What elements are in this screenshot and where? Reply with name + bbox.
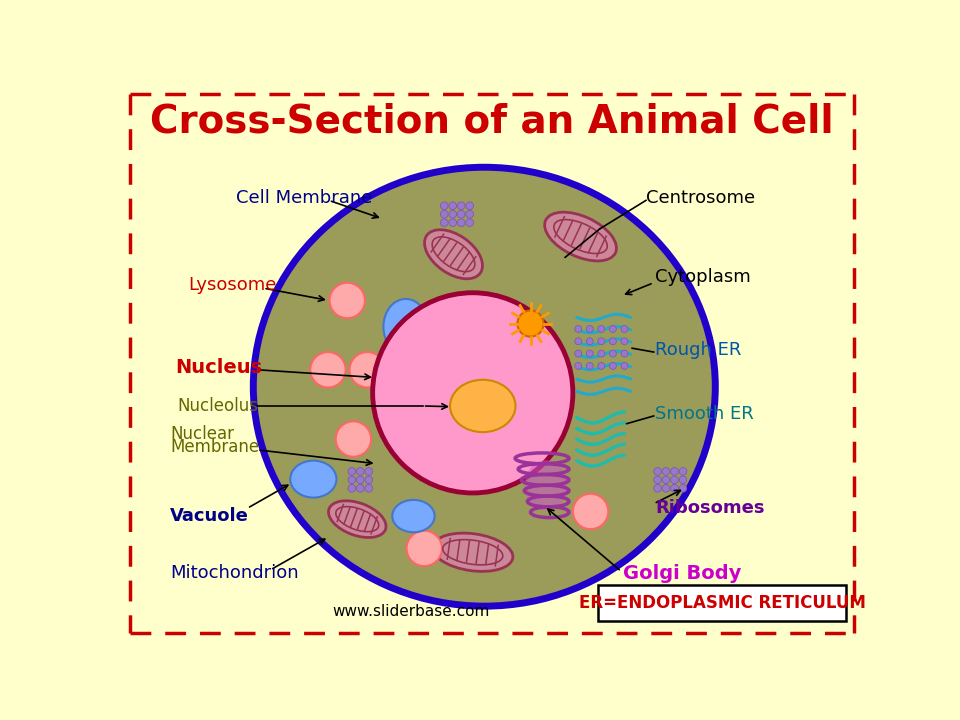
Circle shape (457, 202, 465, 210)
Text: Ribosomes: Ribosomes (656, 500, 765, 518)
Ellipse shape (525, 460, 567, 510)
Text: Nucleolus: Nucleolus (178, 397, 259, 415)
Circle shape (441, 202, 448, 210)
Circle shape (598, 338, 605, 345)
Circle shape (356, 467, 364, 475)
Text: Mitochondrion: Mitochondrion (170, 564, 299, 582)
Circle shape (372, 293, 573, 493)
Ellipse shape (432, 237, 475, 271)
Circle shape (441, 210, 448, 218)
Circle shape (654, 467, 661, 475)
Circle shape (621, 338, 628, 345)
Circle shape (621, 325, 628, 333)
Circle shape (662, 485, 670, 492)
Text: Cytoplasm: Cytoplasm (656, 269, 751, 287)
Circle shape (587, 325, 593, 333)
Circle shape (654, 476, 661, 484)
Text: Cross-Section of an Animal Cell: Cross-Section of an Animal Cell (150, 102, 834, 140)
Circle shape (671, 467, 679, 475)
Circle shape (662, 467, 670, 475)
Text: Lysosome: Lysosome (188, 276, 276, 294)
Circle shape (449, 210, 457, 218)
Circle shape (365, 485, 372, 492)
Circle shape (457, 219, 465, 227)
Circle shape (466, 219, 473, 227)
Text: Cell Membrane: Cell Membrane (236, 189, 372, 207)
Circle shape (679, 467, 686, 475)
Circle shape (575, 338, 582, 345)
Circle shape (598, 325, 605, 333)
Circle shape (671, 485, 679, 492)
Circle shape (466, 210, 473, 218)
Circle shape (336, 421, 372, 456)
Circle shape (457, 210, 465, 218)
Ellipse shape (450, 379, 516, 432)
Circle shape (573, 494, 609, 529)
Circle shape (406, 531, 442, 566)
Circle shape (610, 325, 616, 333)
Circle shape (348, 476, 356, 484)
Ellipse shape (328, 501, 386, 538)
Text: www.sliderbase.com: www.sliderbase.com (332, 604, 490, 619)
Circle shape (575, 350, 582, 357)
Ellipse shape (336, 507, 378, 531)
Text: Smooth ER: Smooth ER (656, 405, 754, 423)
Circle shape (349, 352, 385, 387)
Circle shape (575, 325, 582, 333)
Circle shape (356, 485, 364, 492)
Circle shape (441, 219, 448, 227)
Circle shape (310, 352, 346, 387)
Text: Membrane: Membrane (170, 438, 259, 456)
Circle shape (621, 350, 628, 357)
Circle shape (671, 476, 679, 484)
Circle shape (449, 202, 457, 210)
Ellipse shape (424, 230, 483, 279)
Circle shape (466, 202, 473, 210)
Circle shape (348, 485, 356, 492)
Circle shape (621, 362, 628, 369)
Circle shape (610, 350, 616, 357)
Circle shape (365, 476, 372, 484)
Circle shape (356, 476, 364, 484)
Circle shape (610, 338, 616, 345)
FancyBboxPatch shape (598, 585, 846, 621)
Circle shape (517, 310, 543, 337)
Circle shape (587, 338, 593, 345)
Circle shape (329, 283, 365, 318)
Circle shape (679, 485, 686, 492)
Ellipse shape (544, 212, 616, 261)
Circle shape (587, 350, 593, 357)
Ellipse shape (290, 461, 336, 498)
Circle shape (365, 467, 372, 475)
Text: Centrosome: Centrosome (646, 189, 756, 207)
Text: Vacuole: Vacuole (170, 507, 249, 525)
Ellipse shape (443, 539, 503, 565)
Ellipse shape (253, 167, 715, 606)
Text: Nuclear: Nuclear (170, 426, 234, 444)
Text: ER=ENDOPLASMIC RETICULUM: ER=ENDOPLASMIC RETICULUM (579, 594, 866, 612)
Text: Rough ER: Rough ER (656, 341, 742, 359)
Circle shape (679, 476, 686, 484)
Text: Golgi Body: Golgi Body (623, 564, 741, 582)
Ellipse shape (383, 299, 428, 354)
Circle shape (575, 362, 582, 369)
Circle shape (449, 219, 457, 227)
Ellipse shape (433, 533, 513, 572)
Circle shape (598, 350, 605, 357)
Circle shape (654, 485, 661, 492)
Circle shape (598, 362, 605, 369)
Circle shape (662, 476, 670, 484)
Circle shape (587, 362, 593, 369)
Circle shape (610, 362, 616, 369)
Ellipse shape (393, 500, 435, 532)
Ellipse shape (554, 220, 608, 253)
Circle shape (348, 467, 356, 475)
Text: Nucleus: Nucleus (175, 358, 262, 377)
